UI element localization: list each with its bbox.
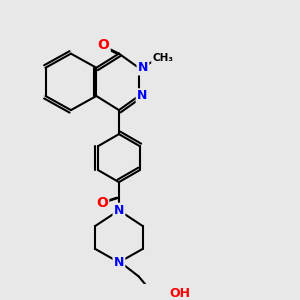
Text: N: N bbox=[137, 89, 147, 103]
Text: N: N bbox=[114, 256, 124, 269]
Text: CH₃: CH₃ bbox=[152, 53, 173, 63]
Text: OH: OH bbox=[170, 287, 191, 300]
Text: O: O bbox=[98, 38, 109, 52]
Text: O: O bbox=[96, 196, 108, 210]
Text: N: N bbox=[138, 61, 148, 74]
Text: N: N bbox=[114, 204, 124, 217]
